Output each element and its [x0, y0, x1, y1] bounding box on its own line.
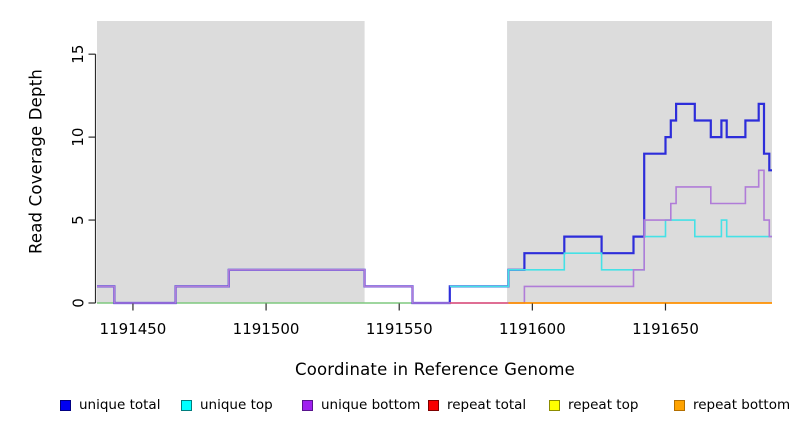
legend-item-unique-bottom: unique bottom [302, 397, 421, 413]
legend-item-repeat-bottom: repeat bottom [674, 397, 791, 413]
shaded-region-1 [507, 21, 772, 303]
x-tick-label-1191600: 1191600 [499, 320, 566, 338]
y-tick-label-15: 15 [69, 45, 87, 64]
legend-swatch-icon [302, 399, 313, 411]
x-tick-label-1191650: 1191650 [632, 320, 699, 338]
legend-label: unique total [79, 397, 161, 413]
legend-label: repeat total [447, 397, 527, 413]
y-tick-label-10: 10 [69, 128, 87, 147]
legend-item-unique-total: unique total [60, 397, 161, 413]
x-tick-label-1191500: 1191500 [233, 320, 300, 338]
y-tick-label-0: 0 [69, 298, 87, 308]
x-axis-title: Coordinate in Reference Genome [294, 360, 576, 379]
legend-item-unique-top: unique top [181, 397, 273, 413]
x-tick-label-1191550: 1191550 [366, 320, 433, 338]
legend-label: repeat top [568, 397, 639, 413]
shaded-region-0 [97, 21, 365, 303]
legend-label: unique top [200, 397, 273, 413]
y-axis-title: Read Coverage Depth [26, 68, 46, 255]
legend-swatch-icon [674, 399, 685, 411]
legend-item-repeat-total: repeat total [428, 397, 527, 413]
unique-top-line [449, 219, 772, 288]
unique-bottom-line [97, 169, 772, 304]
legend-swatch-icon [181, 399, 192, 411]
legend-swatch-icon [428, 399, 439, 411]
y-tick-label-5: 5 [69, 215, 87, 225]
legend-swatch-icon [60, 399, 71, 411]
legend-label: repeat bottom [693, 397, 791, 413]
legend-item-repeat-top: repeat top [549, 397, 639, 413]
x-tick-label-1191450: 1191450 [100, 320, 167, 338]
legend-swatch-icon [549, 399, 560, 411]
legend-label: unique bottom [321, 397, 421, 413]
